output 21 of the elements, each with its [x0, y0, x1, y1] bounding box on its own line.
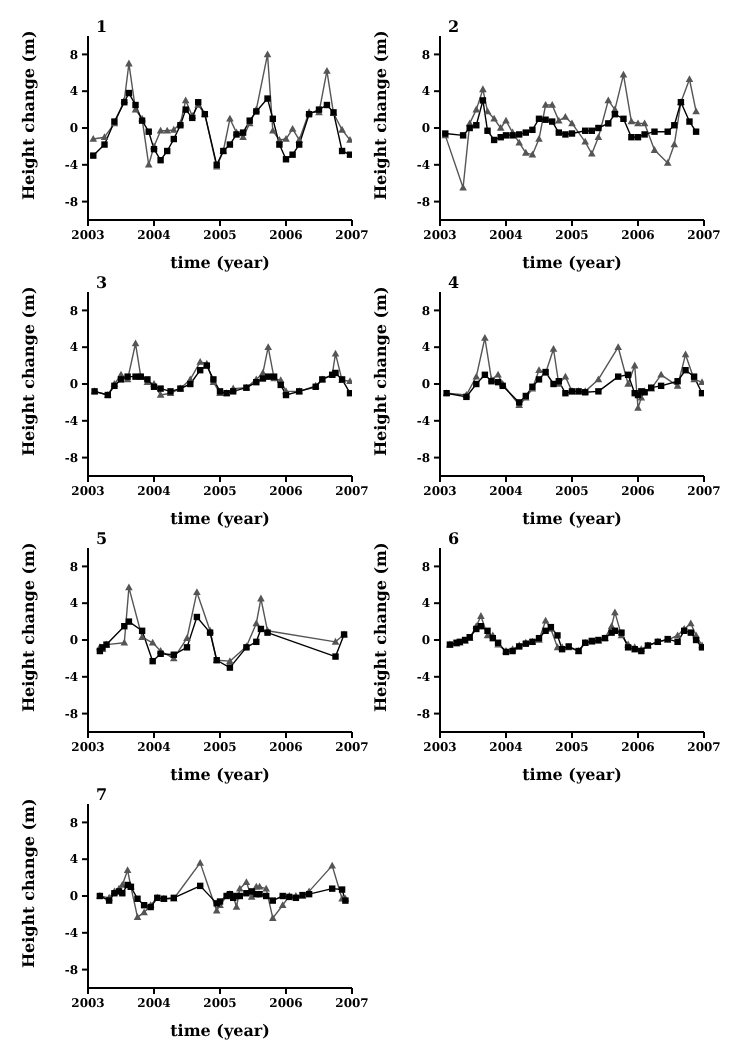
y-axis-title: Height change (m) — [369, 542, 390, 712]
chart-title: 5 — [96, 528, 108, 548]
y-axis-title: Height change (m) — [369, 286, 390, 456]
x-axis-title: time (year) — [522, 764, 623, 784]
y-axis-title: Height change (m) — [17, 286, 38, 456]
chart-title: 2 — [448, 16, 460, 36]
chart-title: 1 — [96, 16, 108, 36]
x-axis-title: time (year) — [170, 508, 271, 528]
chart-title: 3 — [96, 272, 108, 292]
x-axis-title: time (year) — [522, 252, 623, 272]
y-axis-title: Height change (m) — [17, 542, 38, 712]
chart-title: 4 — [448, 272, 460, 292]
x-axis-title: time (year) — [170, 252, 271, 272]
x-axis-title: time (year) — [170, 764, 271, 784]
y-axis-title: Height change (m) — [369, 30, 390, 200]
x-axis-title: time (year) — [522, 508, 623, 528]
chart-title: 7 — [96, 784, 108, 804]
chart-title: 6 — [448, 528, 460, 548]
y-axis-title: Height change (m) — [17, 798, 38, 968]
x-axis-title: time (year) — [170, 1020, 271, 1040]
y-axis-title: Height change (m) — [17, 30, 38, 200]
